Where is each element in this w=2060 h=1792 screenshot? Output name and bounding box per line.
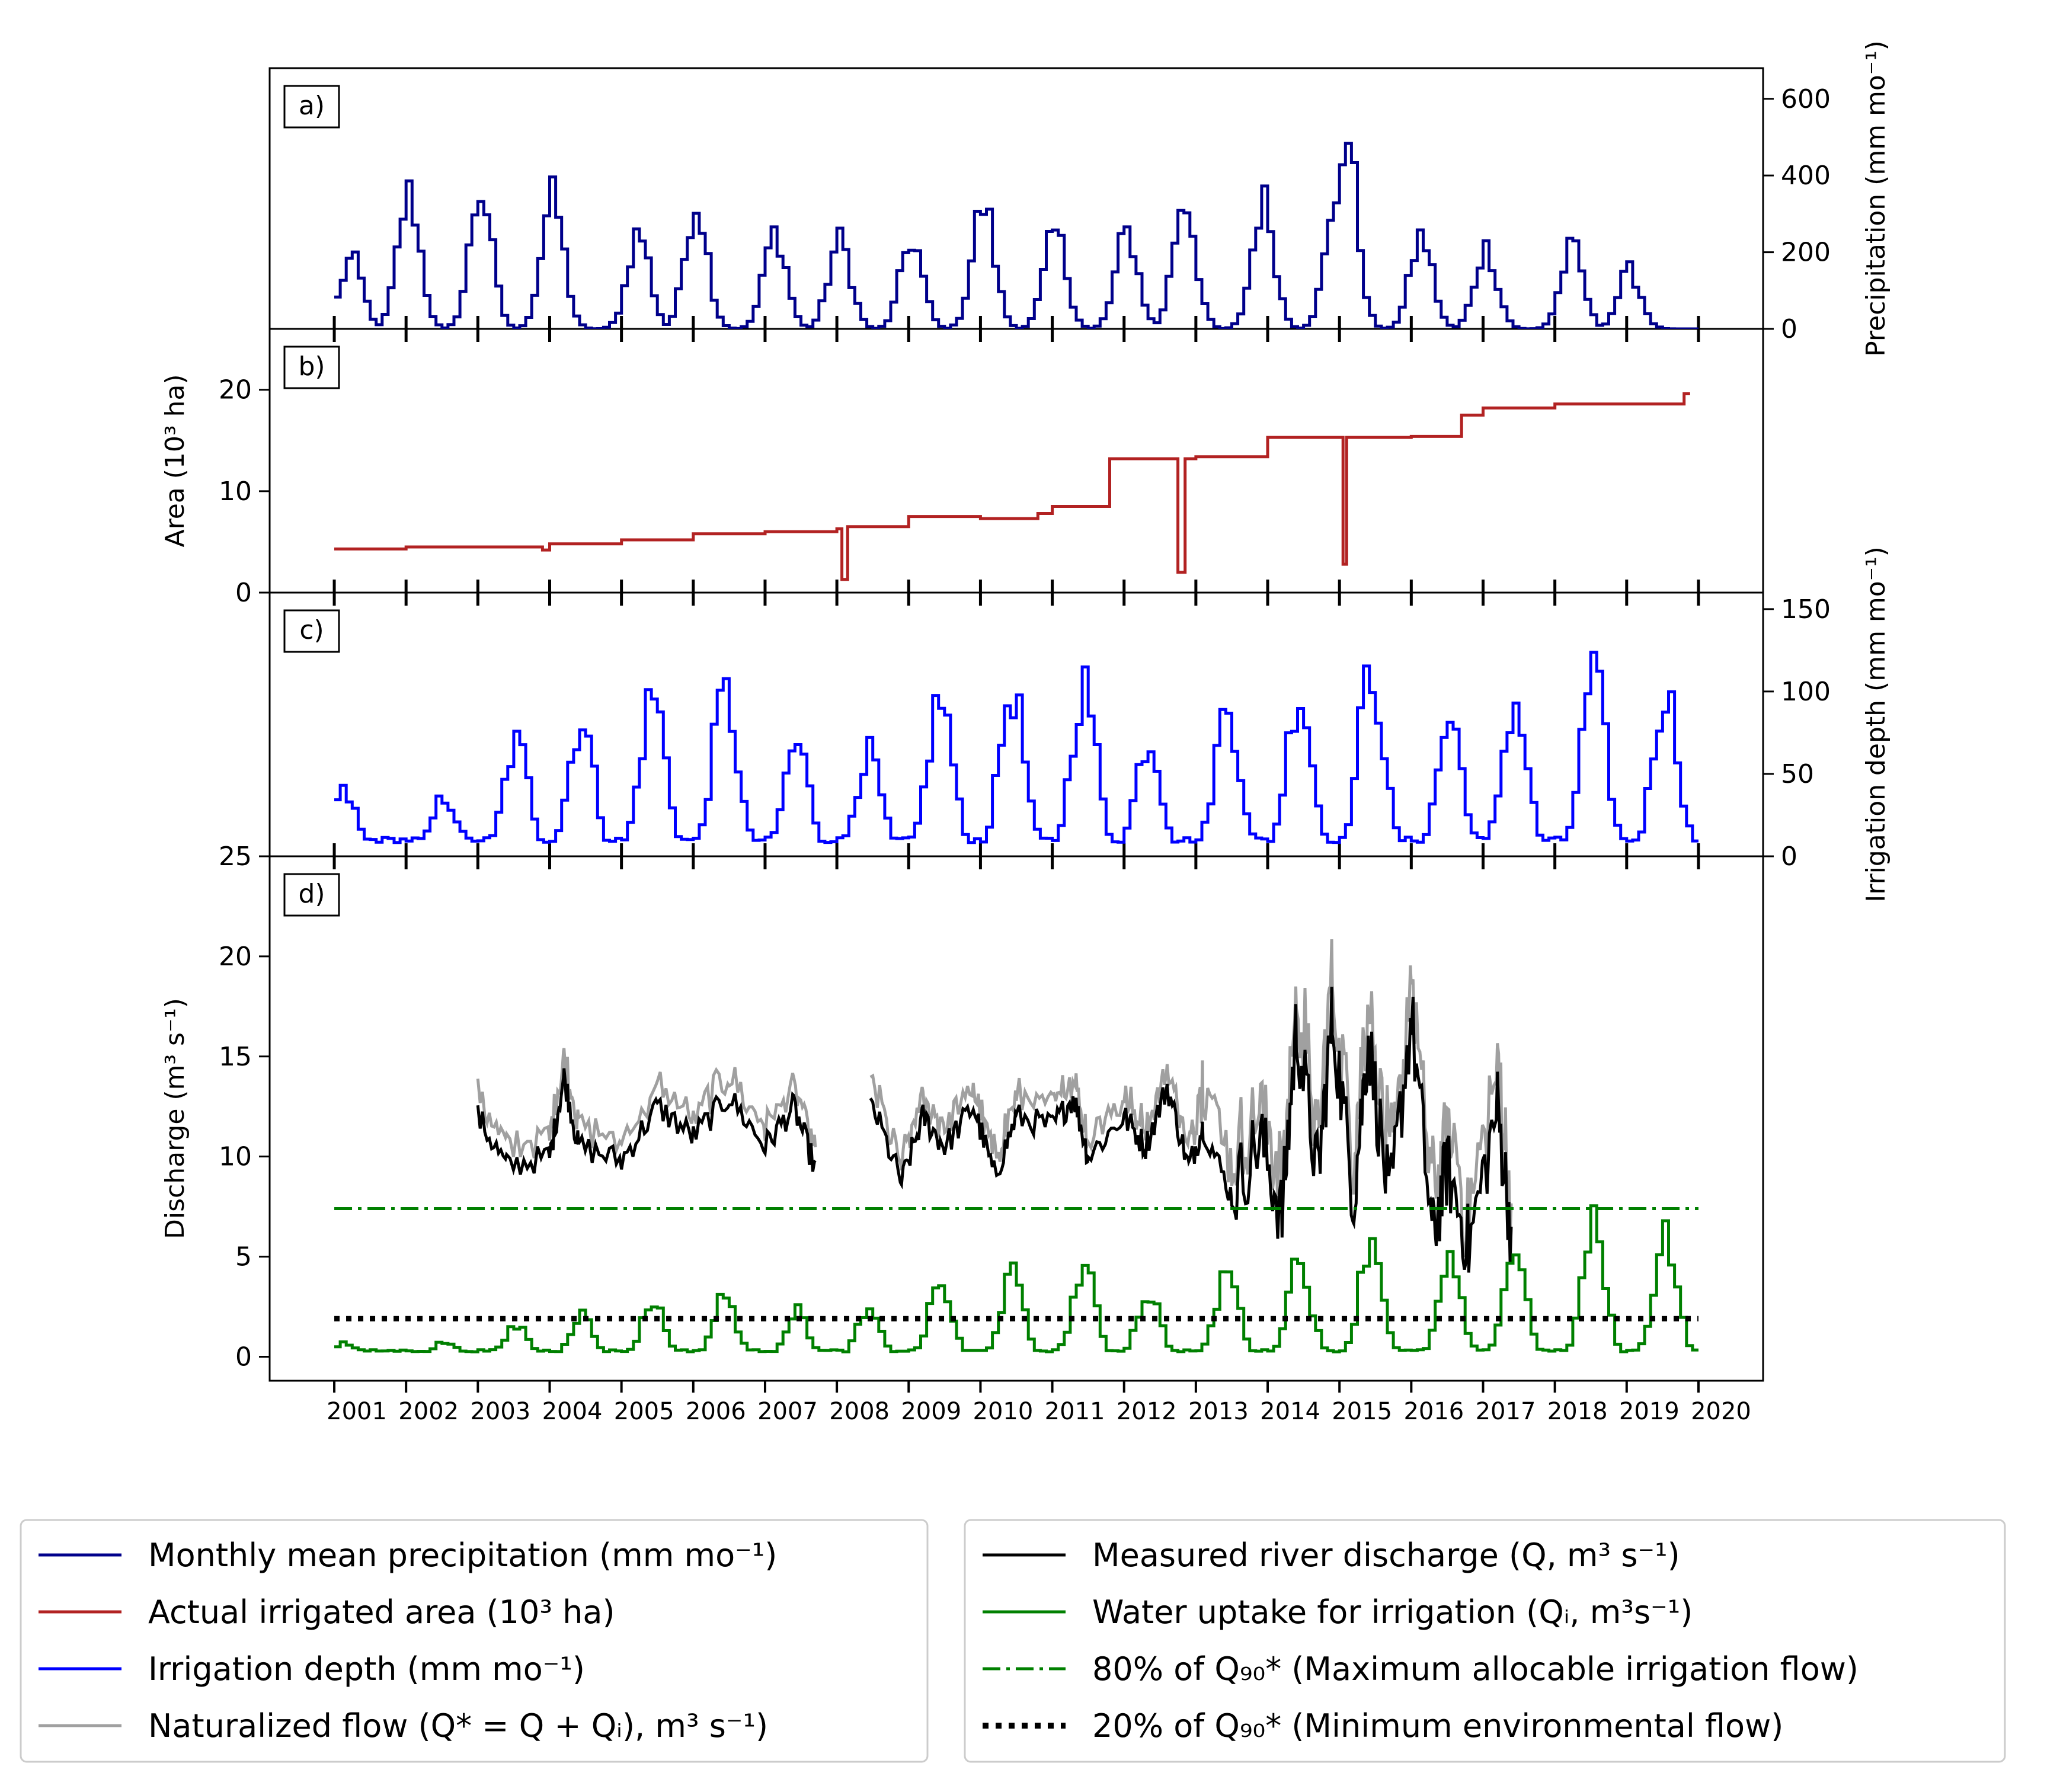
y-tick-label: 10 — [219, 1142, 252, 1172]
panel-c: c) 0 50 100 150 Irrigation depth (mm mo⁻¹) — [268, 546, 1891, 903]
x-tick-label: 2001 — [327, 1398, 387, 1425]
panel-tag-label: a) — [299, 91, 325, 121]
legend-frame — [20, 1519, 929, 1763]
x-tick-label: 2018 — [1547, 1398, 1608, 1425]
x-tick-label: 2020 — [1691, 1398, 1751, 1425]
panel-b: b) 0 10 20 Area (10³ ha) — [160, 328, 1764, 608]
panel-tag-label: c) — [299, 615, 324, 645]
x-tick-label: 2011 — [1045, 1398, 1105, 1425]
legend-label: Water uptake for irrigation (Qᵢ, m³s⁻¹) — [1092, 1593, 1693, 1631]
panel-frame — [268, 591, 1764, 857]
y-tick-label: 5 — [235, 1242, 252, 1272]
series-irrigation-depth-line — [334, 651, 1698, 844]
x-tick-label: 2005 — [614, 1398, 674, 1425]
x-tick-label: 2002 — [398, 1398, 459, 1425]
x-tick-label: 2003 — [470, 1398, 530, 1425]
panel-frame — [268, 67, 1764, 330]
x-tick-label: 2010 — [973, 1398, 1034, 1425]
y-tick-label: 100 — [1781, 677, 1831, 707]
x-tick-label: 2019 — [1619, 1398, 1680, 1425]
y-tick-label: 25 — [219, 841, 252, 872]
panel-d: d) 0 5 10 15 20 25 Discharge (m³ s⁻¹) — [160, 841, 1764, 1393]
y-axis-label: Discharge (m³ s⁻¹) — [160, 998, 190, 1239]
y-tick-label: 150 — [1781, 594, 1831, 625]
y-tick-label: 0 — [1781, 841, 1797, 872]
panel-tag: c) — [283, 609, 340, 653]
series-irrigated-area-line — [334, 392, 1690, 581]
y-tick-label: 20 — [219, 375, 252, 405]
panel-tag-label: d) — [298, 879, 325, 909]
y-tick-label: 15 — [219, 1042, 252, 1072]
legend-label: Monthly mean precipitation (mm mo⁻¹) — [148, 1537, 777, 1574]
panel-tag-box — [283, 345, 340, 389]
y-tick-label: 0 — [235, 1342, 252, 1372]
x-tick-label: 2008 — [829, 1398, 890, 1425]
x-tick-label: 2004 — [542, 1398, 603, 1425]
panel-tag-box — [283, 873, 340, 917]
x-tick-label: 2017 — [1476, 1398, 1536, 1425]
y-tick-label: 200 — [1781, 238, 1831, 268]
legend-box-left: Monthly mean precipitation (mm mo⁻¹) Actu… — [20, 1519, 929, 1763]
legend-label: Irrigation depth (mm mo⁻¹) — [148, 1650, 585, 1688]
panel-frame — [268, 328, 1764, 594]
x-tick-label: 2012 — [1117, 1398, 1177, 1425]
x-tick-label: 2016 — [1403, 1398, 1464, 1425]
x-tick-label: 2015 — [1332, 1398, 1392, 1425]
y-tick-label: 10 — [219, 476, 252, 507]
y-axis-label: Irrigation depth (mm mo⁻¹) — [1861, 546, 1891, 903]
panel-tag-label: b) — [298, 351, 325, 382]
legend-label: Actual irrigated area (10³ ha) — [148, 1593, 615, 1631]
series-precipitation-line — [334, 142, 1698, 329]
y-tick-label: 600 — [1781, 84, 1831, 114]
y-axis-label: Area (10³ ha) — [160, 374, 190, 547]
legend-label: 20% of Q₉₀* (Minimum environmental flow) — [1092, 1707, 1783, 1745]
series-measured-discharge-line — [476, 987, 1513, 1273]
y-tick-label: 0 — [1781, 314, 1797, 344]
y-tick-label: 400 — [1781, 161, 1831, 191]
x-tick-label: 2013 — [1188, 1398, 1249, 1425]
legend-label: 80% of Q₉₀* (Maximum allocable irrigatio… — [1092, 1650, 1859, 1688]
legend-frame — [964, 1519, 2006, 1763]
x-tick-label: 2014 — [1260, 1398, 1320, 1425]
y-tick-label: 0 — [235, 578, 252, 608]
panel-a: a) 0 200 400 600 Precipitation (mm mo⁻¹) — [268, 40, 1891, 357]
x-tick-label: 2006 — [686, 1398, 746, 1425]
series-water-uptake-line — [334, 1204, 1698, 1353]
legend-label: Measured river discharge (Q, m³ s⁻¹) — [1092, 1537, 1680, 1574]
y-tick-label: 20 — [219, 942, 252, 972]
panel-tag-box — [283, 609, 340, 653]
panel-tag-box — [283, 85, 340, 129]
x-tick-label: 2009 — [901, 1398, 961, 1425]
y-tick-label: 50 — [1781, 759, 1814, 789]
legend-box-right: Measured river discharge (Q, m³ s⁻¹) Wate… — [964, 1519, 2006, 1763]
series-naturalized-flow-line — [476, 939, 1513, 1257]
panel-tag: b) — [283, 345, 340, 389]
panel-frame — [268, 855, 1764, 1382]
panel-tag: a) — [283, 85, 340, 129]
x-tick-label: 2007 — [757, 1398, 818, 1425]
panel-tag: d) — [283, 873, 340, 917]
y-axis-label: Precipitation (mm mo⁻¹) — [1861, 40, 1891, 357]
legend-label: Naturalized flow (Q* = Q + Qᵢ), m³ s⁻¹) — [148, 1707, 768, 1745]
